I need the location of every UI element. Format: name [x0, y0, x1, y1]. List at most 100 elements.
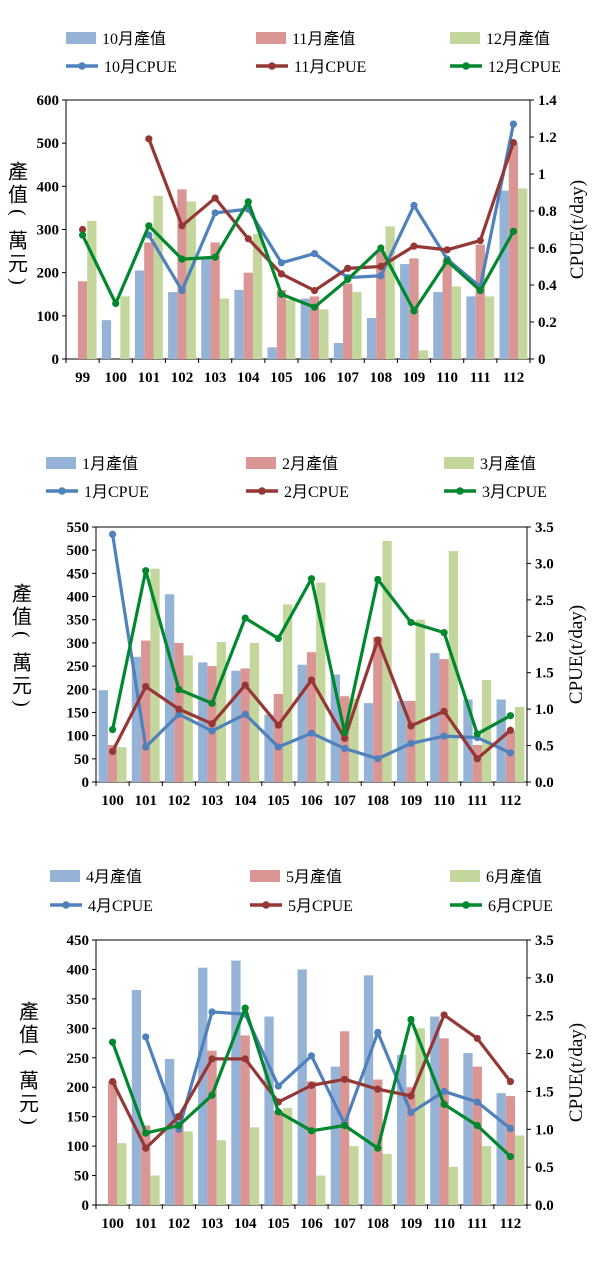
y-tick-label: 400	[67, 590, 90, 606]
bar-6月產值-100	[117, 1143, 127, 1205]
y-tick-label: 100	[67, 729, 90, 745]
point-6月CPUE-105	[274, 1108, 282, 1116]
bar-11月產值-102	[177, 189, 187, 359]
legend-marker-3月CPUE	[456, 487, 464, 495]
point-4月CPUE-112	[506, 1124, 515, 1133]
y-tick-label: 200	[37, 266, 60, 282]
bar-10月產值-106	[300, 298, 310, 359]
x-tick-label: 100	[101, 793, 124, 809]
bar-5月產值-111	[472, 1066, 482, 1205]
bar-10月產值-110	[433, 292, 443, 359]
y2-tick-label: 3.0	[535, 556, 554, 572]
bar-1月產值-106	[297, 664, 307, 782]
x-tick-label: 110	[436, 370, 458, 386]
bar-2月產值-106	[306, 652, 317, 782]
point-12月CPUE-104	[244, 198, 252, 206]
line-11月CPUE	[147, 138, 515, 293]
bar-11月產值-103	[210, 242, 220, 359]
bar-11月產值-104	[243, 272, 253, 359]
bar-4月產值-107	[330, 1066, 341, 1205]
x-tick-label: 104	[234, 1216, 257, 1232]
bar-5月產值-104	[240, 1035, 250, 1205]
point-2月CPUE-100	[108, 747, 117, 756]
point-2月CPUE-112	[506, 726, 515, 734]
y-axis-label-char: (	[7, 209, 29, 216]
bar-12月產值-103	[219, 298, 230, 359]
x-tick-label: 109	[403, 370, 426, 386]
bar-12月產值-99	[87, 220, 97, 359]
y-tick-label: 250	[67, 1051, 90, 1067]
point-11月CPUE-106	[310, 286, 319, 295]
point-3月CPUE-106	[307, 575, 316, 583]
y2-tick-label: 3.0	[535, 971, 554, 987]
point-2月CPUE-108	[374, 636, 382, 644]
point-12月CPUE-101	[145, 222, 153, 230]
bar-5月產值-110	[439, 1038, 449, 1205]
legend-marker-11月CPUE	[268, 62, 276, 70]
point-11月CPUE-112	[509, 138, 518, 147]
bar-4月產值-108	[363, 975, 374, 1205]
bar-3月產值-107	[349, 698, 359, 782]
point-2月CPUE-107	[341, 734, 349, 742]
bar-1月產值-109	[397, 700, 407, 782]
y2-tick-label: 0.0	[535, 1198, 554, 1214]
chart-panel-1: 0 100 200 300 400 500 600 0 0.2 0.4 0.6 0.8 1 1.2 1.4 9…	[7, 30, 588, 386]
point-12月CPUE-105	[277, 290, 286, 298]
legend-label-11月CPUE: 11月CPUE	[294, 59, 366, 76]
bar-10月產值-102	[168, 292, 178, 359]
point-3月CPUE-112	[506, 712, 515, 720]
point-3月CPUE-105	[274, 634, 282, 643]
y2-tick-label: 2.0	[535, 629, 554, 645]
x-tick-label: 101	[138, 370, 161, 386]
bar-3月產值-106	[316, 582, 326, 782]
x-tick-label: 101	[134, 793, 157, 809]
x-tick-label: 108	[367, 793, 390, 809]
bar-5月產值-101	[141, 1125, 151, 1205]
x-tick-label: 109	[400, 1216, 423, 1232]
bar-12月產值-107	[352, 292, 362, 359]
bar-11月產值-112	[508, 143, 519, 359]
legend-marker-2月CPUE	[258, 487, 266, 495]
bar-6月產值-101	[150, 1175, 160, 1205]
point-1月CPUE-105	[274, 743, 282, 751]
y-tick-label: 450	[67, 933, 90, 949]
y-tick-label: 400	[37, 179, 60, 195]
x-tick-label: 109	[400, 793, 423, 809]
bar-2月產值-105	[273, 693, 283, 782]
x-tick-label: 103	[201, 1216, 224, 1232]
point-1月CPUE-102	[175, 710, 183, 718]
point-3月CPUE-103	[208, 699, 216, 707]
point-5月CPUE-112	[506, 1077, 515, 1086]
y-axis-label-char: 產	[19, 1001, 39, 1024]
point-12月CPUE-106	[310, 303, 319, 311]
point-1月CPUE-103	[208, 727, 216, 735]
point-1月CPUE-112	[506, 749, 515, 757]
bar-10月產值-105	[267, 347, 277, 359]
legend-marker-6月CPUE	[462, 901, 470, 909]
point-4月CPUE-110	[440, 1087, 448, 1096]
point-6月CPUE-109	[407, 1015, 415, 1024]
x-tick-label: 111	[467, 1216, 488, 1232]
legend-swatch-1月產值	[46, 457, 76, 469]
legend-swatch-12月產值	[450, 32, 480, 44]
y-tick-label: 200	[67, 1080, 90, 1096]
bar-12月產值-106	[319, 309, 329, 359]
x-tick-label: 107	[336, 370, 359, 386]
y-tick-label: 350	[67, 992, 90, 1008]
y-tick-label: 500	[37, 136, 60, 152]
y-axis-label-char: 萬	[8, 230, 28, 253]
point-1月CPUE-109	[407, 739, 415, 747]
point-10月CPUE-106	[310, 249, 319, 258]
bar-1月產值-103	[198, 662, 208, 782]
bar-11月產值-105	[276, 289, 287, 359]
x-tick-label: 105	[270, 370, 293, 386]
legend-label-1月產值: 1月產值	[82, 455, 138, 473]
point-12月CPUE-110	[443, 257, 451, 265]
legend-swatch-6月產值	[450, 870, 480, 882]
legend-label-4月CPUE: 4月CPUE	[88, 898, 153, 915]
point-6月CPUE-112	[506, 1152, 515, 1161]
bar-2月產值-100	[107, 744, 118, 782]
bar-11月產值-110	[442, 259, 452, 359]
bar-12月產值-104	[252, 233, 263, 359]
legend-label-10月CPUE: 10月CPUE	[104, 59, 177, 76]
